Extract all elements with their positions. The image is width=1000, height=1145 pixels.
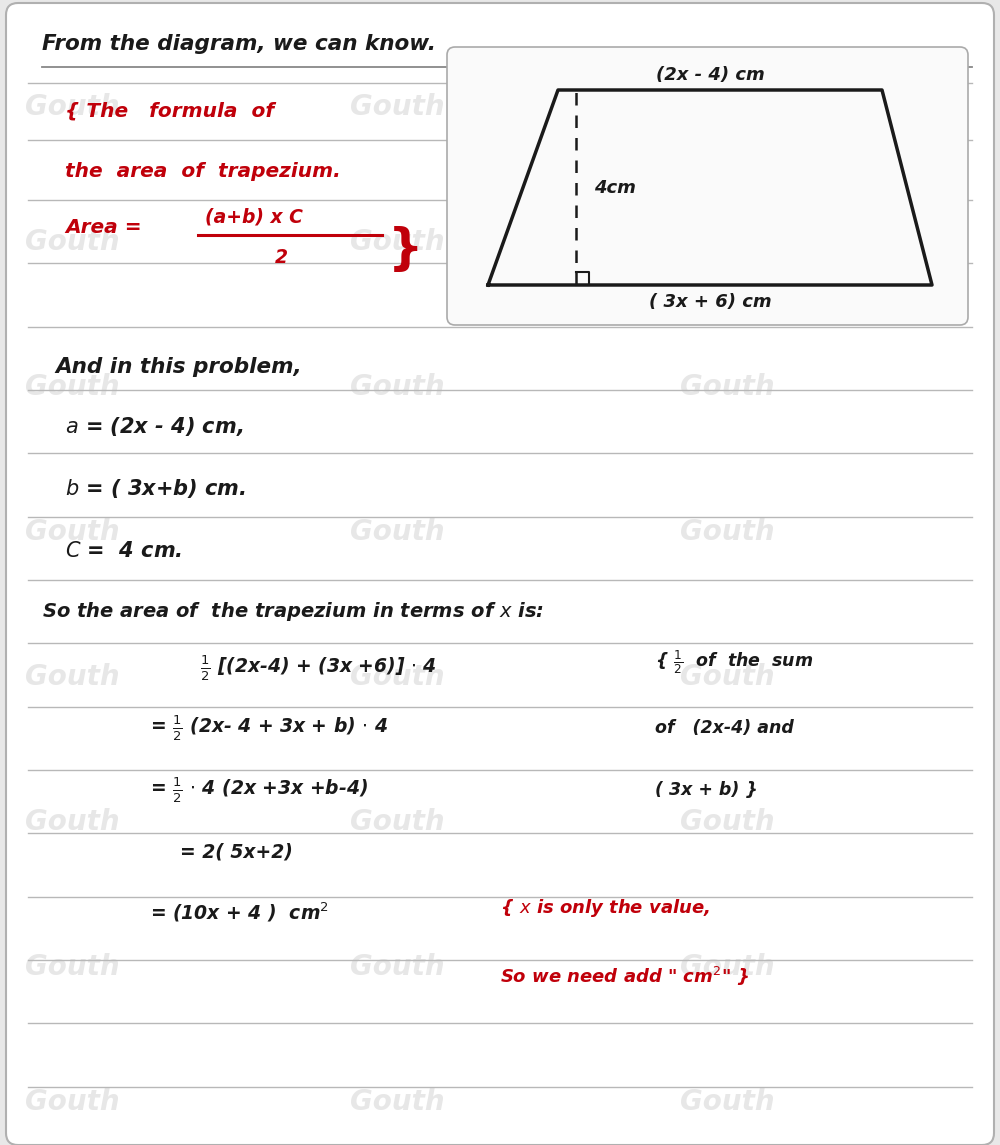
Text: }: } xyxy=(388,226,424,274)
Text: Gouth: Gouth xyxy=(25,953,120,981)
Text: Gouth: Gouth xyxy=(350,373,445,401)
Text: the  area  of  trapezium.: the area of trapezium. xyxy=(65,161,341,181)
Text: = $\frac{1}{2}$ (2x- 4 + 3x + b) $\cdot$ 4: = $\frac{1}{2}$ (2x- 4 + 3x + b) $\cdot$… xyxy=(150,713,388,743)
Text: Gouth: Gouth xyxy=(25,373,120,401)
Text: Area =: Area = xyxy=(65,218,142,237)
Text: 4cm: 4cm xyxy=(594,179,636,197)
Text: Gouth: Gouth xyxy=(680,1088,775,1116)
Text: = (10x + 4 )  cm$^{2}$: = (10x + 4 ) cm$^{2}$ xyxy=(150,901,329,924)
Text: = 2( 5x+2): = 2( 5x+2) xyxy=(180,842,293,861)
Text: { $\frac{1}{2}$  of  the  sum: { $\frac{1}{2}$ of the sum xyxy=(655,648,813,676)
Text: Gouth: Gouth xyxy=(25,1088,120,1116)
Text: So the area of  the trapezium in terms of $x$ is:: So the area of the trapezium in terms of… xyxy=(42,600,544,623)
Text: { The   formula  of: { The formula of xyxy=(65,102,274,121)
Text: And in this problem,: And in this problem, xyxy=(55,357,302,377)
Text: Gouth: Gouth xyxy=(25,808,120,836)
Text: Gouth: Gouth xyxy=(25,93,120,121)
FancyBboxPatch shape xyxy=(447,47,968,325)
Text: Gouth: Gouth xyxy=(25,228,120,256)
Text: Gouth: Gouth xyxy=(680,228,775,256)
Text: { $x$ is only the value,: { $x$ is only the value, xyxy=(500,897,710,919)
Text: ( 3x + 6) cm: ( 3x + 6) cm xyxy=(649,293,771,311)
Text: $a$ = (2x - 4) cm,: $a$ = (2x - 4) cm, xyxy=(65,414,243,439)
Text: From the diagram, we can know.: From the diagram, we can know. xyxy=(42,34,436,54)
Text: Gouth: Gouth xyxy=(680,93,775,121)
Text: So we need add " cm$^{2}$" }: So we need add " cm$^{2}$" } xyxy=(500,965,750,988)
FancyBboxPatch shape xyxy=(6,3,994,1145)
Text: Gouth: Gouth xyxy=(350,663,445,690)
Text: of   (2x-4) and: of (2x-4) and xyxy=(655,719,794,737)
Text: $C$ =  4 cm.: $C$ = 4 cm. xyxy=(65,540,182,561)
Text: Gouth: Gouth xyxy=(680,663,775,690)
Text: Gouth: Gouth xyxy=(350,518,445,546)
Text: Gouth: Gouth xyxy=(350,808,445,836)
Text: Gouth: Gouth xyxy=(680,808,775,836)
Text: Gouth: Gouth xyxy=(25,663,120,690)
Text: Gouth: Gouth xyxy=(680,518,775,546)
Text: Gouth: Gouth xyxy=(350,953,445,981)
Text: Gouth: Gouth xyxy=(680,953,775,981)
Text: (2x - 4) cm: (2x - 4) cm xyxy=(656,66,764,84)
Text: (a+b) x C: (a+b) x C xyxy=(205,208,303,227)
Text: 2: 2 xyxy=(275,248,288,267)
Text: $\frac{1}{2}$ [(2x-4) + (3x +6)] $\cdot$ 4: $\frac{1}{2}$ [(2x-4) + (3x +6)] $\cdot$… xyxy=(200,653,437,682)
Text: $b$ = ( 3x+b) cm.: $b$ = ( 3x+b) cm. xyxy=(65,477,246,500)
Text: Gouth: Gouth xyxy=(25,518,120,546)
Text: Gouth: Gouth xyxy=(350,1088,445,1116)
Text: ( 3x + b) }: ( 3x + b) } xyxy=(655,781,758,799)
Text: Gouth: Gouth xyxy=(350,93,445,121)
Text: Gouth: Gouth xyxy=(350,228,445,256)
Text: = $\frac{1}{2}$ $\cdot$ 4 (2x +3x +b-4): = $\frac{1}{2}$ $\cdot$ 4 (2x +3x +b-4) xyxy=(150,775,368,805)
Text: Gouth: Gouth xyxy=(680,373,775,401)
